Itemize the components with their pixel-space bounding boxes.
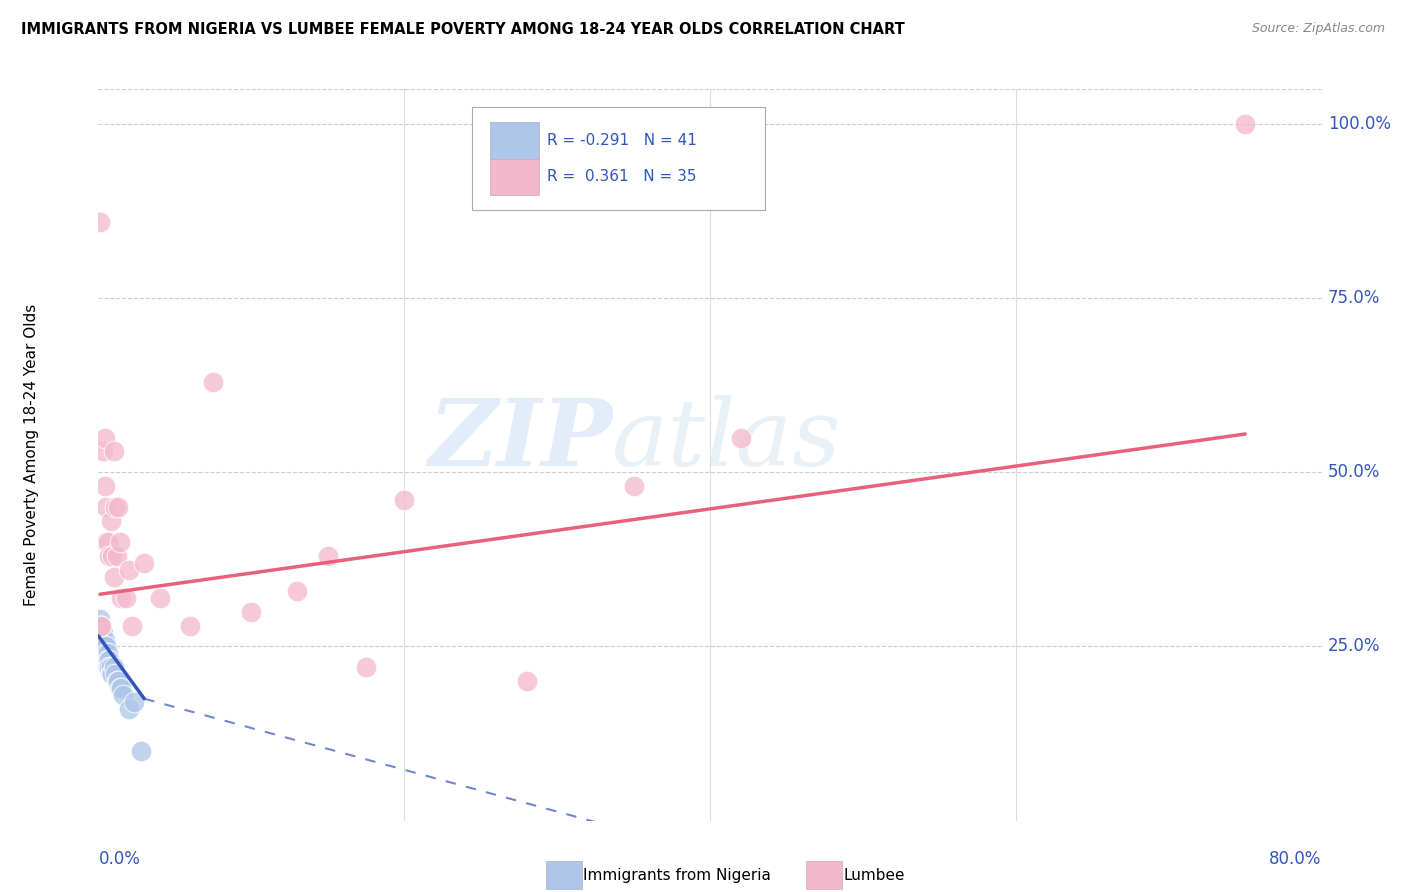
Point	[110, 681, 132, 696]
Point	[516, 674, 538, 689]
Text: Female Poverty Among 18-24 Year Olds: Female Poverty Among 18-24 Year Olds	[24, 304, 38, 606]
Text: 75.0%: 75.0%	[1327, 289, 1381, 307]
Point	[91, 625, 114, 640]
Point	[94, 535, 117, 549]
Point	[104, 667, 127, 681]
Point	[98, 549, 121, 563]
Point	[97, 653, 120, 667]
Point	[98, 653, 121, 667]
Point	[89, 618, 111, 632]
Point	[202, 375, 225, 389]
Point	[623, 479, 645, 493]
Point	[115, 591, 138, 605]
Point	[89, 214, 111, 228]
Text: R = -0.291   N = 41: R = -0.291 N = 41	[547, 133, 697, 148]
Point	[89, 625, 111, 640]
Point	[107, 500, 129, 515]
Point	[107, 674, 129, 689]
Point	[90, 632, 112, 647]
Point	[122, 695, 145, 709]
Point	[91, 632, 114, 647]
Point	[90, 618, 112, 632]
Point	[93, 632, 115, 647]
Point	[89, 612, 111, 626]
Text: 25.0%: 25.0%	[1327, 638, 1381, 656]
Point	[93, 640, 115, 654]
Point	[108, 535, 131, 549]
Point	[134, 556, 156, 570]
Point	[1234, 117, 1257, 131]
Point	[89, 640, 111, 654]
Point	[105, 674, 128, 689]
Point	[97, 660, 120, 674]
Text: Lumbee: Lumbee	[844, 868, 905, 882]
Point	[93, 653, 115, 667]
Point	[87, 632, 110, 647]
FancyBboxPatch shape	[489, 122, 538, 159]
Point	[285, 583, 308, 598]
Text: 50.0%: 50.0%	[1327, 463, 1381, 482]
Point	[87, 625, 110, 640]
Point	[103, 444, 125, 458]
Point	[240, 605, 263, 619]
Point	[129, 744, 152, 758]
Point	[91, 444, 114, 458]
Text: 100.0%: 100.0%	[1327, 115, 1391, 133]
Point	[103, 660, 125, 674]
Point	[91, 647, 114, 661]
Text: Immigrants from Nigeria: Immigrants from Nigeria	[583, 868, 772, 882]
Point	[149, 591, 172, 605]
Point	[89, 632, 111, 647]
Point	[105, 549, 128, 563]
Point	[93, 430, 115, 444]
Point	[90, 647, 112, 661]
Text: Source: ZipAtlas.com: Source: ZipAtlas.com	[1251, 22, 1385, 36]
FancyBboxPatch shape	[489, 159, 538, 195]
Point	[118, 563, 141, 577]
Point	[118, 702, 141, 716]
Text: ZIP: ZIP	[427, 395, 612, 485]
Point	[93, 479, 115, 493]
Point	[90, 625, 112, 640]
Point	[101, 549, 124, 563]
Point	[354, 660, 377, 674]
Point	[90, 618, 112, 632]
Text: R =  0.361   N = 35: R = 0.361 N = 35	[547, 169, 697, 185]
FancyBboxPatch shape	[471, 108, 765, 210]
Text: 0.0%: 0.0%	[98, 850, 141, 868]
Point	[316, 549, 339, 563]
Point	[93, 647, 115, 661]
Text: 80.0%: 80.0%	[1270, 850, 1322, 868]
Point	[121, 618, 143, 632]
Point	[100, 514, 122, 528]
Point	[392, 493, 416, 508]
Point	[730, 430, 752, 444]
Point	[94, 653, 117, 667]
Point	[94, 647, 117, 661]
Point	[89, 618, 111, 632]
Text: atlas: atlas	[612, 395, 842, 485]
Point	[104, 500, 127, 515]
Point	[94, 500, 117, 515]
Point	[103, 570, 125, 584]
Point	[111, 688, 134, 702]
Point	[97, 647, 120, 661]
Point	[108, 681, 131, 696]
Point	[97, 535, 120, 549]
Point	[100, 660, 122, 674]
Point	[100, 667, 122, 681]
Point	[101, 667, 124, 681]
Point	[110, 591, 132, 605]
Point	[94, 640, 117, 654]
Point	[91, 640, 114, 654]
Text: IMMIGRANTS FROM NIGERIA VS LUMBEE FEMALE POVERTY AMONG 18-24 YEAR OLDS CORRELATI: IMMIGRANTS FROM NIGERIA VS LUMBEE FEMALE…	[21, 22, 905, 37]
Point	[98, 660, 121, 674]
Point	[179, 618, 201, 632]
Point	[90, 640, 112, 654]
